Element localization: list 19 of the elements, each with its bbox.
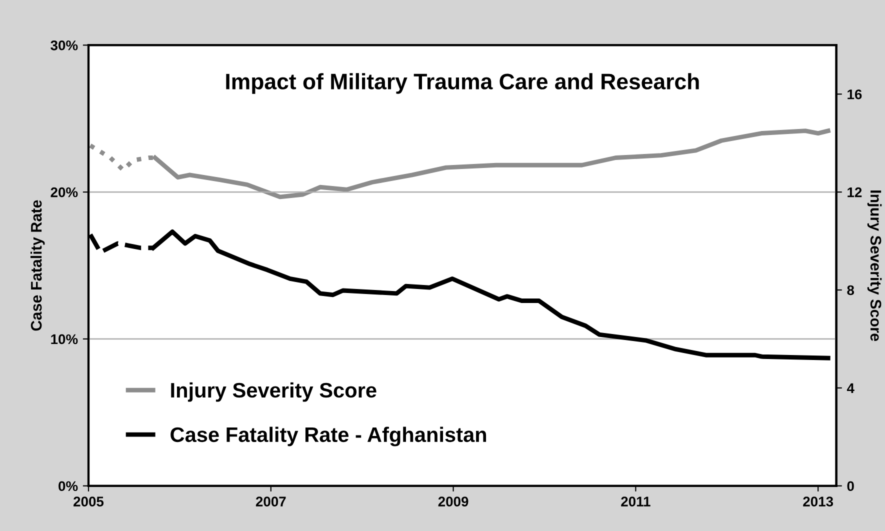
x-tick-label: 2007 — [256, 496, 286, 506]
y-tick-label: 10% — [51, 334, 78, 344]
x-tick-label: 2005 — [74, 496, 104, 506]
legend-label: Case Fatality Rate - Afghanistan — [170, 426, 486, 446]
y-tick-label: 30% — [50, 40, 78, 50]
y2-tick-label: 8 — [847, 285, 854, 296]
y-tick-label: 20% — [50, 187, 78, 198]
legend-label: Injury Severity Score — [171, 382, 376, 402]
y2-tick-label: 16 — [848, 89, 862, 100]
y2-axis-title: Injury Severity Score — [867, 190, 882, 341]
text: Impact of Military Trauma Care and Research — [226, 73, 699, 94]
y-tick-label: 0% — [58, 481, 78, 492]
x-tick-label: 2009 — [438, 496, 468, 506]
x-tick-label: 2013 — [803, 496, 834, 507]
y2-tick-label: 4 — [846, 383, 854, 393]
y-axis-title: Case Fatality Rate — [30, 200, 45, 331]
y2-tick-label: 12 — [848, 187, 862, 198]
x-tick-label: 2011 — [621, 496, 650, 506]
y2-tick-label: 0 — [847, 481, 854, 492]
